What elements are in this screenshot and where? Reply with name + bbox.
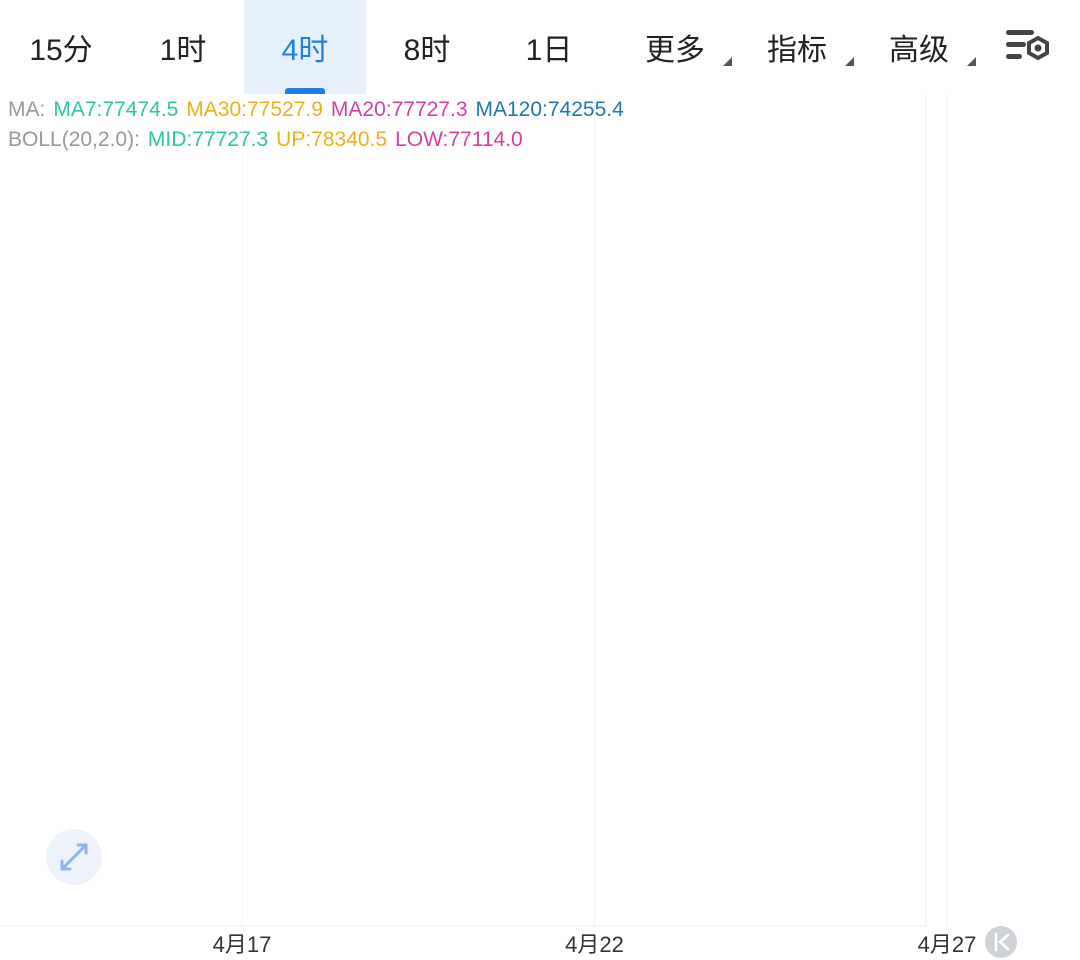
tab-1day[interactable]: 1日 <box>488 0 610 94</box>
boll-up-legend: UP:78340.5 <box>276 128 388 151</box>
date-tick-label: 4月22 <box>565 932 624 957</box>
expand-icon[interactable] <box>46 829 102 885</box>
tab-1hour[interactable]: 1时 <box>122 0 244 94</box>
tab-label: 8时 <box>403 34 451 67</box>
date-tick-label: 4月17 <box>213 932 272 957</box>
tab-8hour[interactable]: 8时 <box>366 0 488 94</box>
boll-legend: BOLL(20,2.0): MID:77727.3 UP:78340.5 LOW:77… <box>8 128 531 152</box>
ma30-legend: MA30:77527.9 <box>186 98 323 121</box>
tab-advanced[interactable]: 高级 <box>858 0 980 94</box>
date-tick-label: 4月27 <box>918 932 977 957</box>
dropdown-caret-icon <box>845 57 854 66</box>
tab-15min[interactable]: 15分 <box>0 0 122 94</box>
boll-legend-prefix: BOLL(20,2.0): <box>8 128 140 151</box>
price-chart[interactable]: 7000071000720007300074000750007600077000… <box>0 94 1080 960</box>
tab-label: 15分 <box>29 34 93 67</box>
ma-legend-prefix: MA: <box>8 98 46 121</box>
ma20-legend: MA20:77727.3 <box>330 98 468 121</box>
tab-label: 指标 <box>767 34 827 67</box>
tab-label: 4时 <box>281 34 329 67</box>
scroll-to-latest-icon[interactable] <box>985 926 1017 958</box>
chart-settings-icon[interactable] <box>1000 24 1058 70</box>
ma-legend: MA: MA7:77474.5 MA30:77527.9 MA20:77727.3 MA… <box>8 98 632 122</box>
tab-label: 1日 <box>525 34 573 67</box>
tab-indicators[interactable]: 指标 <box>736 0 858 94</box>
grid <box>0 94 948 927</box>
dropdown-caret-icon <box>723 57 732 66</box>
tab-label: 高级 <box>889 34 949 67</box>
ma120-legend: MA120:74255.4 <box>475 98 624 121</box>
date-axis: 4月17 4月22 4月27 <box>213 932 977 957</box>
timeframe-tabbar: 15分 1时 4时 8时 1日 更多 指标 高级 <box>0 0 1080 94</box>
active-tab-indicator <box>285 88 325 94</box>
tab-label: 1时 <box>159 34 207 67</box>
ma7-legend: MA7:77474.5 <box>53 98 179 121</box>
tab-4hour[interactable]: 4时 <box>244 0 366 94</box>
tab-more[interactable]: 更多 <box>614 0 736 94</box>
tab-label: 更多 <box>645 34 705 67</box>
boll-mid-legend: MID:77727.3 <box>147 128 269 151</box>
dropdown-caret-icon <box>967 57 976 66</box>
boll-low-legend: LOW:77114.0 <box>395 128 523 151</box>
